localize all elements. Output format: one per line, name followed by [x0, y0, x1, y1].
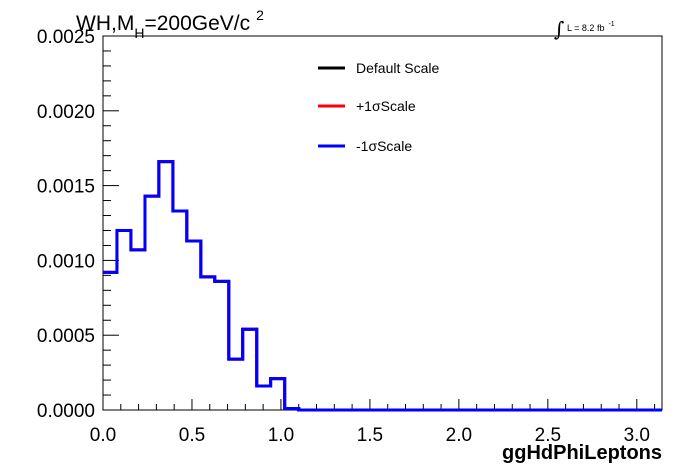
y-tick-label: 0.0025 — [37, 27, 95, 48]
y-tick-label: 0.0005 — [37, 326, 95, 347]
y-tick-label: 0.0015 — [37, 177, 95, 198]
series-layer — [103, 160, 662, 412]
chart-title: WH,MH=200GeV/c 2 — [76, 7, 264, 41]
x-tick-label: 1.0 — [268, 425, 294, 446]
luminosity-exponent: -1 — [608, 21, 614, 28]
integral-sign: ∫ — [554, 17, 564, 41]
y-axis: 0.0000 0.0005 0.0010 0.0015 0.0020 0.0025 — [37, 27, 119, 422]
legend-label-default: Default Scale — [356, 60, 439, 76]
luminosity-label: ∫ L = 8.2 fb -1 — [554, 17, 615, 41]
x-tick-label: 2.0 — [446, 425, 472, 446]
x-axis: 0.0 0.5 1.0 1.5 2.0 2.5 3.0 — [90, 399, 656, 446]
luminosity-text: L = 8.2 fb -1 — [567, 21, 615, 33]
x-tick-label: 0.5 — [179, 425, 205, 446]
x-tick-label: 2.5 — [535, 425, 561, 446]
title-superscript: 2 — [256, 7, 264, 23]
series-minus1sigma-scale-line — [103, 160, 662, 412]
x-axis-title: ggHdPhiLeptons — [502, 442, 662, 464]
title-prefix: WH,M — [76, 12, 134, 35]
legend: Default Scale +1σScale -1σScale — [318, 60, 439, 154]
title-subscript: H — [134, 25, 144, 41]
x-tick-label: 1.5 — [357, 425, 383, 446]
title-main: =200GeV/c — [144, 12, 250, 35]
x-tick-label: 3.0 — [624, 425, 650, 446]
y-tick-label: 0.0000 — [37, 401, 95, 422]
y-tick-label: 0.0020 — [37, 102, 95, 123]
legend-label-minus1sigma: -1σScale — [356, 138, 412, 154]
legend-label-plus1sigma: +1σScale — [356, 98, 416, 114]
y-tick-label: 0.0010 — [37, 251, 95, 272]
x-tick-label: 0.0 — [90, 425, 116, 446]
luminosity-value: L = 8.2 fb — [567, 23, 604, 33]
